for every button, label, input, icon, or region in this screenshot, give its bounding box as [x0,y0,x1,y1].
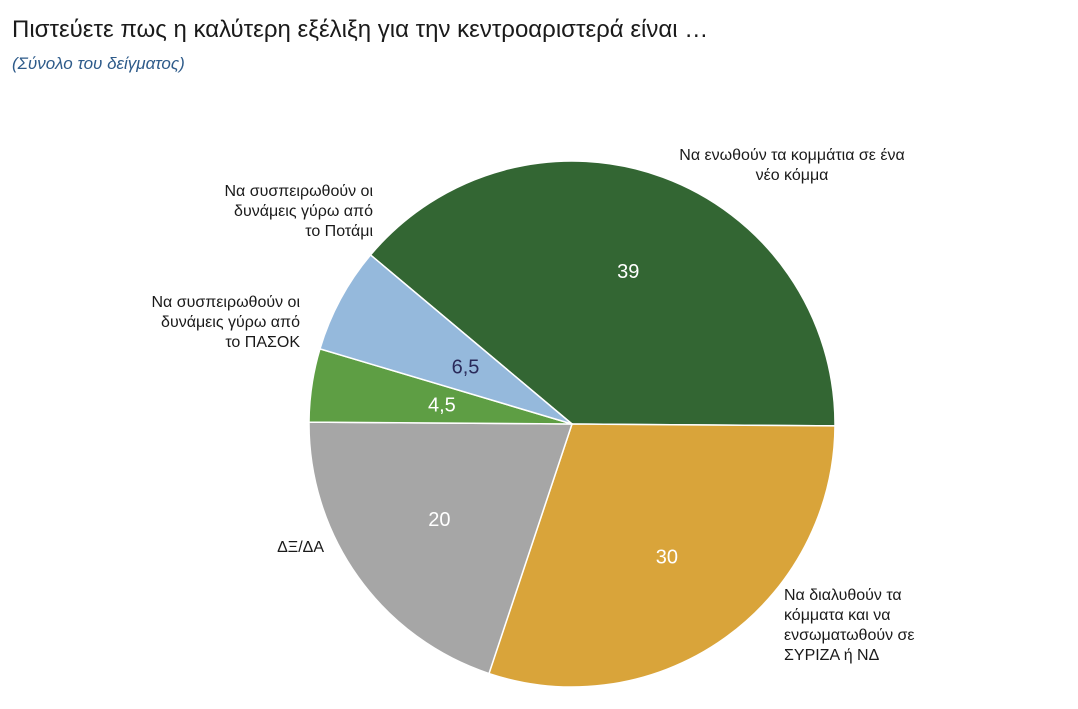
pie-slice [319,253,573,425]
slice-value-label: 20 [428,509,450,531]
pie-slice [488,423,836,688]
slice-category-label: Να συσπειρωθούν οι δυνάμεις γύρω από το ΠΑ… [151,294,300,351]
slice-value-label: 6,5 [452,357,480,379]
slice-category-label-line: Να ενωθούν τα κομμάτια σε ένα [679,147,904,164]
slice-category-label: Να ενωθούν τα κομμάτια σε ένα νέο κόμμα [679,147,904,184]
slice-category-label-line: δυνάμεις γύρω από [161,314,300,331]
slice-value-label: 30 [656,547,678,569]
slice-category-label-line: κόμματα και να [784,607,890,624]
slice-category-label-line: νέο κόμμα [756,167,829,184]
slice-category-label-line: δυνάμεις γύρω από [234,203,373,220]
pie-slice [369,160,836,427]
slice-value-label: 4,5 [428,395,456,417]
slice-category-label-line: Να διαλυθούν τα [784,587,902,604]
slice-category-label-line: ΔΞ/ΔΑ [277,539,324,556]
slice-category-label: Να συσπειρωθούν οι δυνάμεις γύρω από το Πο… [224,183,373,240]
slice-category-label-line: Να συσπειρωθούν οι [224,183,373,200]
slice-category-label-line: ενσωματωθούν σε [784,627,915,644]
slice-category-label-line: Να συσπειρωθούν οι [151,294,300,311]
slice-value-label: 39 [617,261,639,283]
slice-category-label-line: ΣΥΡΙΖΑ ή ΝΔ [784,647,880,664]
slice-category-label: Να διαλυθούν τα κόμματα και να ενσωματωθού… [784,587,915,664]
pie-slice [308,421,574,675]
slice-category-label-line: το ΠΑΣΟΚ [225,334,300,351]
slice-category-label-line: το Ποτάμι [305,223,373,240]
chart-subtitle: (Σύνολο του δείγματος) [12,54,185,73]
slice-category-label: ΔΞ/ΔΑ [277,539,324,556]
chart-title: Πιστεύετε πως η καλύτερη εξέλιξη για την… [12,16,709,43]
